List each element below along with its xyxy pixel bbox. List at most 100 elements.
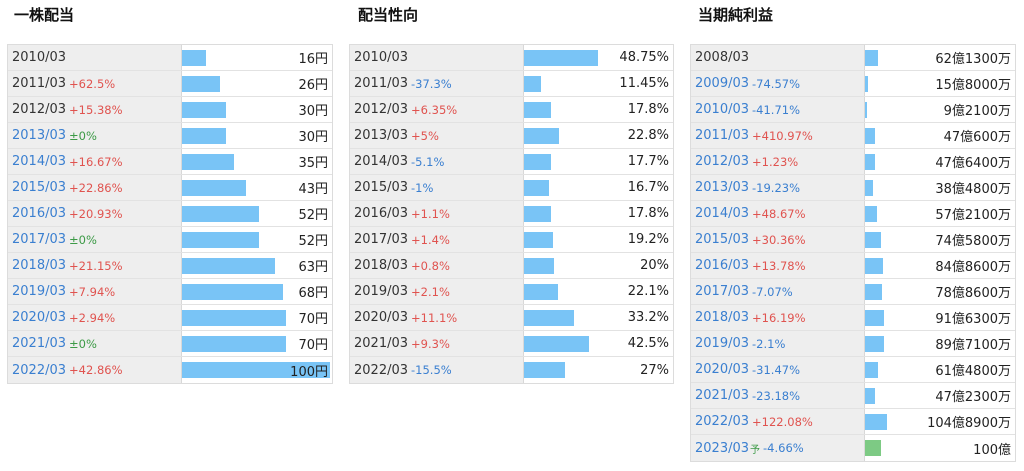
forecast-bar	[865, 440, 881, 456]
value-bar	[182, 102, 227, 118]
year-label[interactable]: 2020/03	[12, 310, 67, 325]
year-label[interactable]: 2010/03	[354, 50, 409, 65]
year-label[interactable]: 2017/03	[695, 284, 750, 299]
value-text: 52円	[298, 234, 328, 249]
change-percent: -74.57%	[752, 76, 801, 91]
value-cell: 104億8900万	[865, 409, 1015, 434]
table-row: 2013/03 ±0% 30円	[8, 123, 332, 149]
year-label[interactable]: 2012/03	[354, 102, 409, 117]
row-label: 2020/03 +11.1%	[350, 305, 524, 330]
value-text: 47億6400万	[935, 156, 1011, 171]
year-label[interactable]: 2015/03	[695, 232, 750, 247]
year-label[interactable]: 2016/03	[12, 206, 67, 221]
year-label[interactable]: 2022/03	[695, 414, 750, 429]
value-bar	[865, 310, 885, 326]
year-label[interactable]: 2009/03	[695, 76, 750, 91]
table-row: 2016/03 +1.1% 17.8%	[350, 201, 673, 227]
value-text: 22.8%	[627, 128, 669, 143]
year-label[interactable]: 2011/03	[695, 128, 750, 143]
year-label[interactable]: 2013/03	[695, 180, 750, 195]
year-label[interactable]: 2011/03	[12, 76, 67, 91]
year-label[interactable]: 2019/03	[354, 284, 409, 299]
row-label: 2012/03 +6.35%	[350, 97, 524, 122]
table-row: 2013/03 +5% 22.8%	[350, 123, 673, 149]
value-cell: 43円	[182, 175, 332, 200]
value-cell: 38億4800万	[865, 175, 1015, 200]
year-label[interactable]: 2020/03	[695, 362, 750, 377]
year-label[interactable]: 2012/03	[12, 102, 67, 117]
row-label: 2018/03 +0.8%	[350, 253, 524, 278]
value-cell: 63円	[182, 253, 332, 278]
value-text: 27%	[640, 362, 669, 378]
table-row: 2022/03 +42.86% 100円	[8, 357, 332, 383]
value-text: 30円	[298, 104, 328, 119]
value-text: 48.75%	[619, 50, 669, 65]
year-label[interactable]: 2018/03	[695, 310, 750, 325]
year-label[interactable]: 2016/03	[695, 258, 750, 273]
table-row: 2008/03 62億1300万	[691, 45, 1015, 71]
table-row: 2014/03 +16.67% 35円	[8, 149, 332, 175]
year-label[interactable]: 2011/03	[354, 76, 409, 91]
table-row: 2015/03 -1% 16.7%	[350, 175, 673, 201]
change-percent: +16.67%	[69, 154, 123, 169]
value-text: 43円	[298, 182, 328, 197]
year-label[interactable]: 2012/03	[695, 154, 750, 169]
year-label[interactable]: 2014/03	[354, 154, 409, 169]
year-label[interactable]: 2017/03	[354, 232, 409, 247]
year-label[interactable]: 2019/03	[12, 284, 67, 299]
table-row: 2009/03 -74.57% 15億8000万	[691, 71, 1015, 97]
table-row: 2022/03 +122.08% 104億8900万	[691, 409, 1015, 435]
value-cell: 47億2300万	[865, 383, 1015, 408]
row-label: 2023/03 予 -4.66%	[691, 435, 865, 461]
value-text: 17.8%	[627, 206, 669, 221]
row-label: 2008/03	[691, 45, 865, 70]
year-label[interactable]: 2013/03	[12, 128, 67, 143]
year-label[interactable]: 2023/03	[695, 440, 750, 456]
year-label[interactable]: 2010/03	[12, 50, 67, 65]
year-label[interactable]: 2021/03	[695, 388, 750, 403]
value-cell: 35円	[182, 149, 332, 174]
year-label[interactable]: 2013/03	[354, 128, 409, 143]
year-label[interactable]: 2010/03	[695, 102, 750, 117]
table-row: 2017/03 +1.4% 19.2%	[350, 227, 673, 253]
value-cell: 48.75%	[524, 45, 673, 70]
value-bar	[182, 180, 246, 196]
row-label: 2010/03	[350, 45, 524, 70]
change-percent: +48.67%	[752, 206, 806, 221]
value-text: 42.5%	[627, 336, 669, 351]
year-label[interactable]: 2020/03	[354, 310, 409, 325]
year-label[interactable]: 2008/03	[695, 50, 750, 65]
change-percent: +13.78%	[752, 258, 806, 273]
row-label: 2011/03 +62.5%	[8, 71, 182, 96]
change-percent: -31.47%	[752, 362, 801, 377]
year-label[interactable]: 2021/03	[354, 336, 409, 351]
value-text: 30円	[298, 130, 328, 145]
row-label: 2015/03 -1%	[350, 175, 524, 200]
table-row: 2023/03 予 -4.66% 100億	[691, 435, 1015, 461]
row-label: 2021/03 ±0%	[8, 331, 182, 356]
row-label: 2017/03 ±0%	[8, 227, 182, 252]
value-cell: 19.2%	[524, 227, 673, 252]
value-bar	[865, 180, 874, 196]
value-bar	[865, 414, 887, 430]
row-label: 2015/03 +22.86%	[8, 175, 182, 200]
row-label: 2012/03 +1.23%	[691, 149, 865, 174]
year-label[interactable]: 2022/03	[354, 362, 409, 378]
year-label[interactable]: 2016/03	[354, 206, 409, 221]
year-label[interactable]: 2015/03	[354, 180, 409, 195]
year-label[interactable]: 2014/03	[695, 206, 750, 221]
value-bar	[865, 76, 869, 92]
year-label[interactable]: 2018/03	[354, 258, 409, 273]
change-percent: -2.1%	[752, 336, 786, 351]
year-label[interactable]: 2021/03	[12, 336, 67, 351]
year-label[interactable]: 2015/03	[12, 180, 67, 195]
value-cell: 20%	[524, 253, 673, 278]
year-label[interactable]: 2018/03	[12, 258, 67, 273]
year-label[interactable]: 2019/03	[695, 336, 750, 351]
year-label[interactable]: 2022/03	[12, 362, 67, 378]
row-label: 2011/03 -37.3%	[350, 71, 524, 96]
year-label[interactable]: 2014/03	[12, 154, 67, 169]
value-bar	[524, 50, 598, 66]
panel-dividend-title: 一株配当	[14, 6, 75, 24]
year-label[interactable]: 2017/03	[12, 232, 67, 247]
